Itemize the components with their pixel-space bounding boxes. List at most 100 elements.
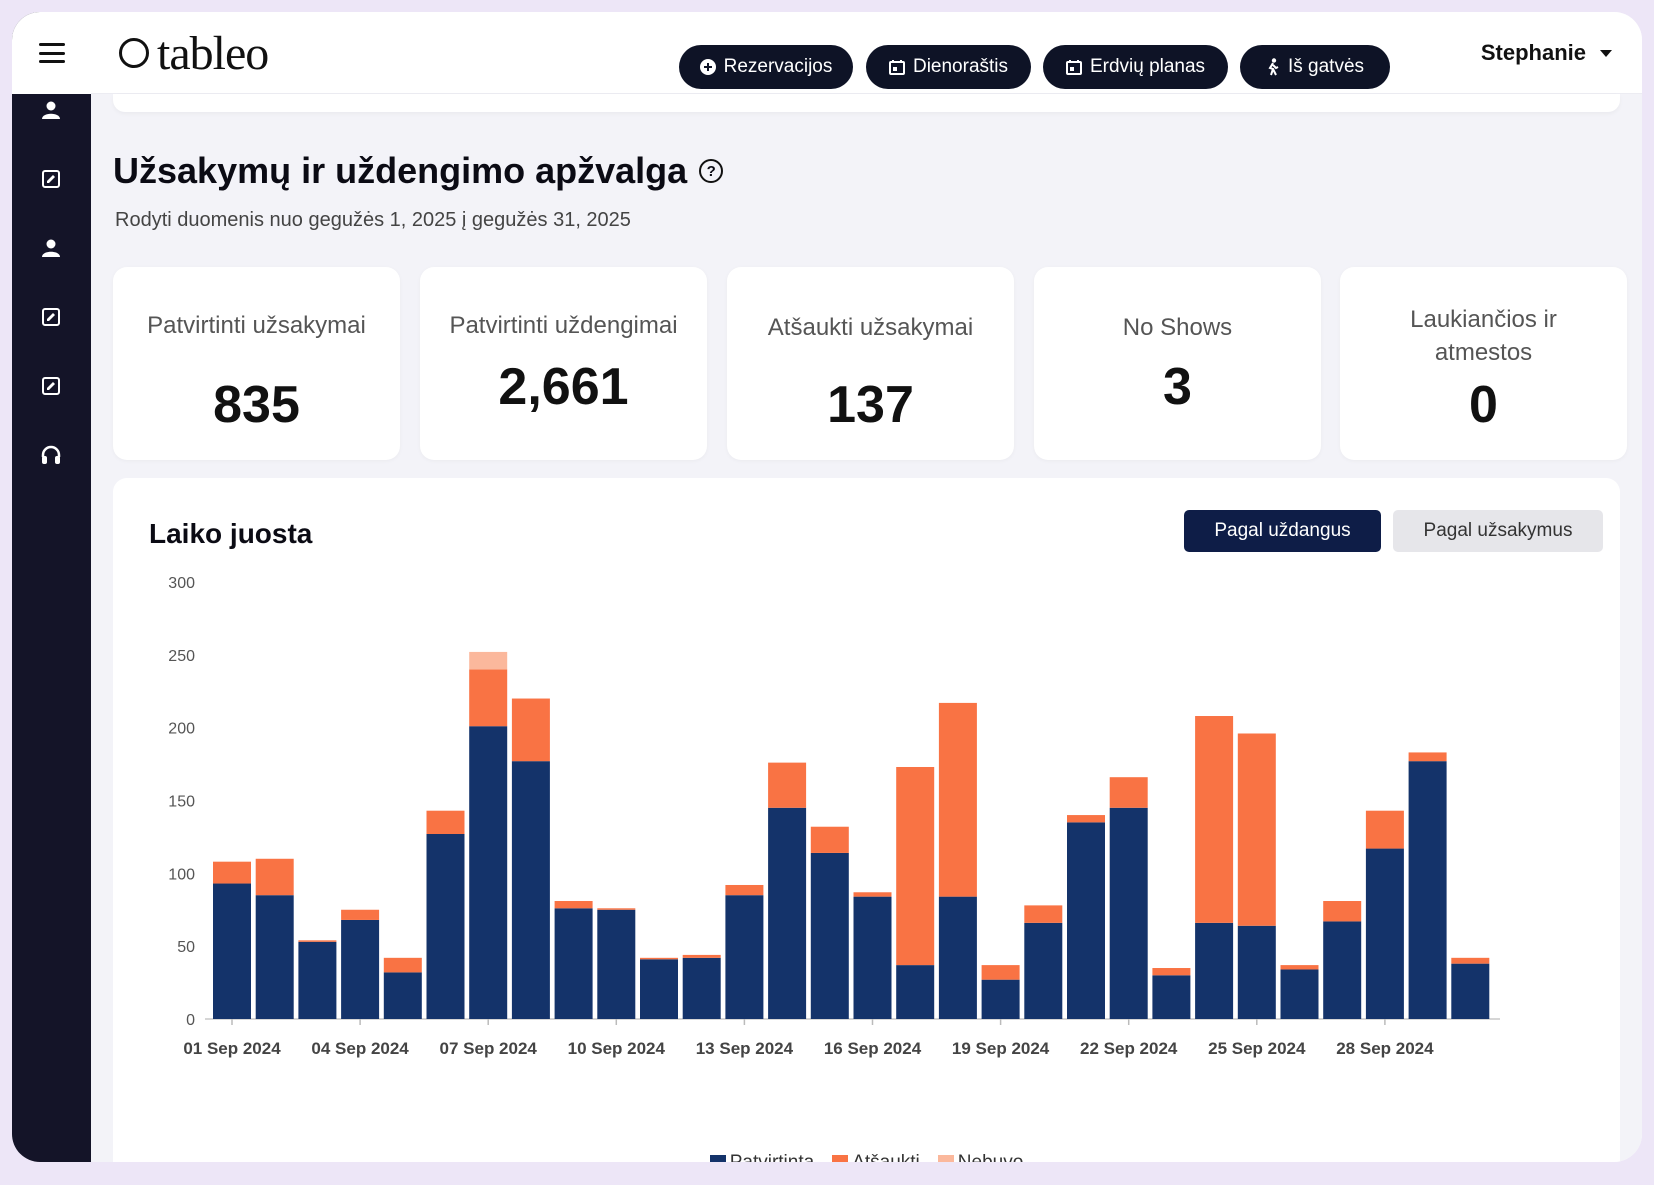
edit-icon[interactable] [39,167,63,191]
bar-confirmed [1024,922,1063,1019]
bar-cancelled [597,908,636,910]
stat-label: Laukiančios ir atmestos [1410,306,1557,366]
bar-cancelled [938,702,977,897]
bar-cancelled [1451,957,1490,964]
bar-confirmed [1195,922,1234,1019]
bar-cancelled [1024,905,1063,923]
filter-strip [113,94,1620,112]
logo-ring-icon [119,38,149,68]
user-menu[interactable]: Stephanie [1481,40,1612,66]
toggle-by-bookings[interactable]: Pagal užsakymus [1393,510,1603,552]
stat-label: Patvirtinti užsakymai [147,312,366,339]
stat-card-confirmed-covers: Patvirtinti uždengimai 2,661 [420,267,707,460]
bar-confirmed [981,979,1020,1019]
reservations-label: Rezervacijos [723,56,833,77]
x-tick-label: 28 Sep 2024 [1336,1039,1434,1058]
walk-in-button[interactable]: Iš gatvės [1240,45,1390,89]
menu-toggle[interactable] [12,12,91,94]
bar-confirmed [640,959,678,1019]
bar-cancelled [1109,777,1148,808]
x-tick-label: 19 Sep 2024 [952,1039,1050,1058]
bar-cancelled [1237,733,1276,926]
bar-confirmed [426,834,465,1019]
bar-confirmed [1237,925,1276,1019]
reservations-button[interactable]: Rezervacijos [679,45,853,89]
walking-icon [1268,58,1279,76]
bar-cancelled [298,940,337,942]
y-tick-label: 100 [168,866,195,883]
y-tick-label: 200 [168,721,195,738]
legend-label: Nebuvo [958,1152,1024,1162]
bar-cancelled [1195,716,1234,923]
toggle-by-covers[interactable]: Pagal uždangus [1184,510,1381,552]
bar-confirmed [938,896,977,1019]
bar-confirmed [682,957,721,1019]
calendar-icon [888,60,905,75]
bar-cancelled [383,957,422,973]
bar-cancelled [896,766,935,966]
bar-cancelled [1408,752,1447,762]
stat-value: 2,661 [498,358,629,416]
person-icon[interactable] [39,98,63,122]
legend-item-confirmed[interactable]: Patvirtinta [709,1152,814,1162]
bar-confirmed [213,883,251,1019]
page-title: Užsakymų ir uždengimo apžvalga ? [113,150,724,192]
legend-item-cancelled[interactable]: Atšaukti [832,1152,920,1162]
hamburger-icon[interactable] [38,43,65,63]
sidebar [12,12,91,1162]
x-tick-label: 13 Sep 2024 [696,1039,794,1058]
bar-noshow [469,651,508,670]
bar-confirmed [1067,822,1105,1019]
stat-card-pending-rejected: Laukiančios ir atmestos 0 [1340,267,1627,460]
plus-circle-icon [699,59,716,75]
y-tick-label: 50 [177,939,195,956]
diary-label: Dienoraštis [912,56,1009,77]
headset-icon[interactable] [39,443,63,467]
legend-item-noshow[interactable]: Nebuvo [937,1152,1024,1162]
timeline-card: Laiko juosta Pagal uždangus Pagal užsaky… [113,478,1620,1162]
x-tick-label: 25 Sep 2024 [1208,1039,1306,1058]
stat-value: 137 [827,376,914,434]
bar-confirmed [469,726,508,1019]
legend-swatch-noshow [937,1155,954,1162]
bar-cancelled [640,957,678,960]
bar-cancelled [1280,965,1319,970]
legend-label: Patvirtinta [730,1152,814,1162]
walk-in-label: Iš gatvės [1287,56,1365,77]
x-tick-label: 04 Sep 2024 [311,1039,409,1058]
y-tick-label: 250 [168,648,195,665]
x-tick-label: 16 Sep 2024 [824,1039,922,1058]
diary-button[interactable]: Dienoraštis [866,45,1031,89]
bar-cancelled [853,892,892,897]
chevron-down-icon [1600,49,1612,57]
bar-confirmed [1451,963,1490,1019]
bar-confirmed [341,919,380,1019]
logo-text: tableo [157,26,269,80]
bar-cancelled [341,909,380,920]
bar-cancelled [469,669,508,727]
y-tick-label: 150 [168,794,195,811]
logo[interactable]: tableo [119,26,269,80]
stat-label: Atšaukti užsakymai [767,314,974,341]
date-range-subtitle: Rodyti duomenis nuo gegužės 1, 2025 į ge… [115,209,631,231]
floor-plan-button[interactable]: Erdvių planas [1043,45,1228,89]
bar-confirmed [1152,975,1191,1019]
bar-confirmed [1280,969,1319,1019]
bar-cancelled [1067,815,1105,823]
edit-icon[interactable] [39,305,63,329]
person-icon[interactable] [39,236,63,260]
legend-label: Atšaukti [852,1152,920,1162]
bar-confirmed [896,965,935,1019]
bar-confirmed [511,761,550,1019]
bar-cancelled [1323,901,1362,922]
top-bar: tableo Rezervacijos Dienoraštis Erdvių p… [91,12,1642,94]
bar-confirmed [768,807,807,1019]
y-tick-label: 300 [168,575,195,592]
chart-legend: Patvirtinta Atšaukti Nebuvo [113,1152,1620,1162]
edit-icon[interactable] [39,374,63,398]
bar-confirmed [597,909,636,1019]
main-content: tableo Rezervacijos Dienoraštis Erdvių p… [91,12,1642,1162]
help-icon[interactable]: ? [699,159,724,183]
stat-label: No Shows [1122,314,1233,341]
stat-card-confirmed-bookings: Patvirtinti užsakymai 835 [113,267,400,460]
